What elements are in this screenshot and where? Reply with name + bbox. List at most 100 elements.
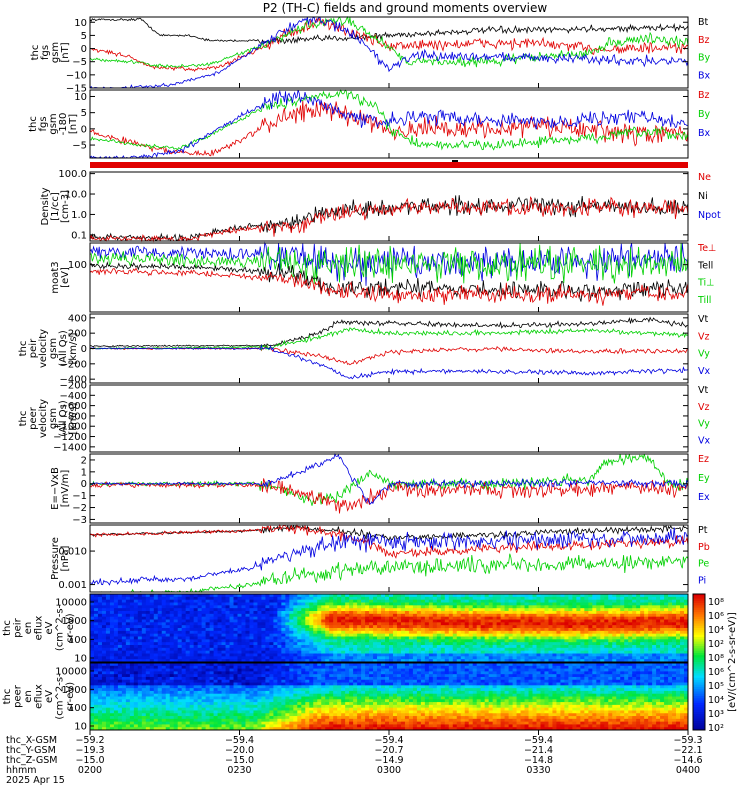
- colorbar-tick: 10⁶: [708, 611, 724, 622]
- series-p5-Vx: [89, 344, 689, 380]
- xtick-label-x-gsm: −59.4: [225, 735, 254, 746]
- legend-p3-Ni: Ni: [698, 191, 708, 202]
- chart-title: P2 (TH-C) fields and ground moments over…: [263, 1, 548, 15]
- xtick-label-z-gsm: −14.6: [673, 755, 702, 766]
- ytick-label: −1200: [53, 432, 87, 443]
- ylabel-p5: thc: [18, 341, 29, 357]
- colorbar: [693, 594, 705, 731]
- ytick-label: 1000: [62, 685, 87, 696]
- series-p1-Bt: [89, 17, 689, 45]
- legend-p2-By: By: [698, 109, 711, 120]
- xtick-label-y-gsm: −21.4: [524, 745, 553, 756]
- spectrogram-s2: [90, 663, 689, 731]
- ylabel-s2: peer: [13, 684, 24, 708]
- legend-p7-Ey: Ey: [698, 473, 710, 484]
- ytick-label: 10000: [55, 598, 87, 609]
- ylabel-p6: peer: [28, 406, 39, 430]
- ytick-label: 100.0: [58, 169, 87, 180]
- ylabel-p3: [1/cc]: [50, 192, 61, 221]
- axes-frame-p6: [89, 384, 689, 453]
- ylabel-s2: eV: [44, 690, 55, 703]
- ylabel-p8: Pressure: [50, 537, 61, 580]
- ytick-label: −1: [72, 491, 87, 502]
- ytick-label: 1000: [62, 616, 87, 627]
- xtick-label-y-gsm: −22.1: [673, 745, 702, 756]
- status-bar: [90, 162, 688, 168]
- ylabel-p2: -180: [58, 113, 69, 136]
- legend-p2-Bz: Bz: [698, 90, 710, 101]
- ylabel-s2: en: [23, 690, 34, 703]
- legend-p1-By: By: [698, 53, 711, 64]
- ytick-label: 100: [68, 260, 87, 271]
- panel-p1: [89, 15, 689, 89]
- legend-p5-Vy: Vy: [698, 349, 710, 360]
- ytick-label: −1000: [53, 422, 87, 433]
- legend-p1-Bx: Bx: [698, 70, 711, 81]
- xtick-label-z-gsm: −15.0: [225, 755, 254, 766]
- ytick-label: 200: [68, 329, 87, 340]
- xaxis-row-label: thc_Z-GSM: [6, 755, 57, 766]
- ylabel-p7: [mV/m]: [60, 470, 71, 508]
- series-p4-Te⊥: [89, 267, 689, 306]
- panel-p2: [89, 88, 689, 159]
- xtick-label-z-gsm: −14.9: [374, 755, 403, 766]
- xtick-label-y-gsm: −20.7: [374, 745, 403, 756]
- xtick-label-time: 0300: [377, 765, 401, 776]
- ytick-label: 0: [81, 344, 87, 355]
- ylabel-p6: (All Qs): [58, 400, 69, 437]
- colorbar-label: [eV/(cm^2-s-sr-eV)]: [727, 612, 738, 712]
- ytick-label: 10.0: [65, 190, 87, 201]
- ytick-label: −400: [60, 391, 87, 402]
- panel-p7: [89, 452, 689, 514]
- series-p7-Ex: [89, 452, 689, 505]
- series-p1-Bz: [89, 16, 689, 72]
- ytick-label: 0: [81, 44, 87, 55]
- xtick-label-z-gsm: −14.8: [524, 755, 553, 766]
- colorbar-tick: 10⁵: [708, 681, 724, 692]
- ylabel-p6: thc: [18, 411, 29, 427]
- series-p3-Ne: [89, 196, 689, 243]
- status-bar-marker: [452, 160, 458, 162]
- ylabel-p3: Density: [40, 187, 51, 225]
- ylabel-p5: (All Qs): [58, 330, 69, 367]
- ylabel-s2: eflux: [34, 684, 45, 709]
- ylabel-p8: [nPa]: [60, 545, 71, 571]
- colorbar-frame: [692, 593, 706, 731]
- xaxis-row-label: thc_X-GSM: [6, 735, 57, 746]
- series-p8-Pe: [90, 553, 689, 594]
- legend-p5-Vt: Vt: [698, 314, 708, 325]
- ytick-label: 10: [74, 92, 87, 103]
- ylabel-p1: gsm: [50, 42, 61, 63]
- ylabel-s1: (cm^2-s-: [55, 604, 66, 651]
- ytick-label: 0.001: [58, 580, 87, 591]
- ylabel-s2: sr-eV): [65, 682, 76, 711]
- ytick-label: 100: [68, 703, 87, 714]
- ylabel-p4: [eV]: [60, 267, 71, 288]
- colorbar-tick: 10⁶: [708, 667, 724, 678]
- ylabel-p3: [cm-3]: [60, 190, 71, 223]
- ytick-label: 10: [74, 654, 87, 665]
- ytick-label: 10000: [55, 667, 87, 678]
- series-p8-Pb: [89, 523, 689, 559]
- colorbar-tick: 10⁴: [708, 695, 724, 706]
- legend-p7-Ex: Ex: [698, 492, 710, 503]
- series-p1-By: [89, 15, 689, 69]
- series-p4-Tell: [89, 261, 689, 302]
- legend-p1-Bt: Bt: [698, 17, 709, 28]
- ytick-label: 0.010: [58, 547, 87, 558]
- ytick-label: 5: [81, 108, 87, 119]
- ytick-label: −1400: [53, 442, 87, 453]
- ylabel-s1: sr-eV): [65, 613, 76, 642]
- xtick-label-time: 0400: [676, 765, 700, 776]
- series-p4-Till: [89, 243, 689, 284]
- series-p2-By: [89, 88, 689, 151]
- ylabel-s1: eV: [44, 621, 55, 634]
- xaxis-row-label: hhmm: [6, 765, 37, 776]
- legend-p8-Pe: Pe: [698, 559, 709, 570]
- ylabel-p2: [nT]: [68, 114, 79, 134]
- series-p5-Vy: [89, 327, 689, 352]
- ytick-label: 1.0: [71, 210, 87, 221]
- series-p2-Bx: [89, 89, 689, 159]
- panel-p8: [89, 523, 689, 594]
